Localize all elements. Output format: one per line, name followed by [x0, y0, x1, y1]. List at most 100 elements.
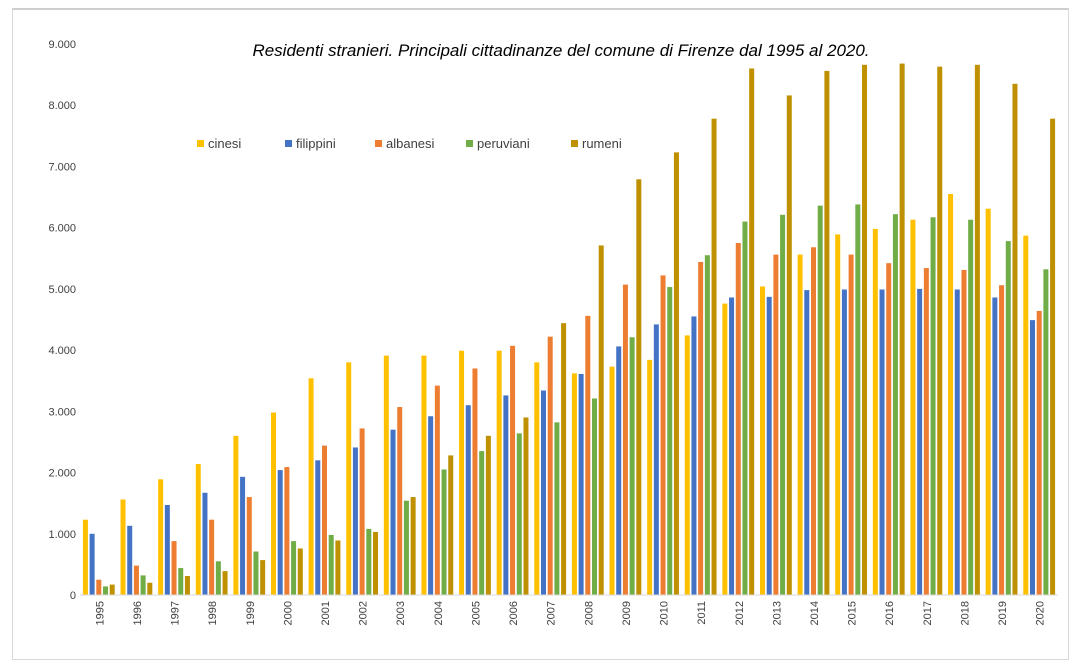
- bar-filippini-2006: [503, 395, 509, 595]
- bar-filippini-2012: [729, 297, 735, 595]
- bar-albanesi-2003: [397, 407, 403, 595]
- bar-peruviani-2013: [780, 214, 786, 595]
- bar-albanesi-2008: [585, 315, 591, 595]
- bar-albanesi-2006: [510, 345, 516, 595]
- bar-peruviani-1998: [215, 561, 221, 595]
- bar-cinesi-2003: [383, 355, 389, 595]
- bar-filippini-2015: [841, 289, 847, 595]
- bar-peruviani-2003: [403, 500, 409, 595]
- bar-chart: Residenti stranieri. Principali cittadin…: [48, 39, 1058, 625]
- bar-peruviani-2010: [667, 287, 673, 595]
- chart-frame: Residenti stranieri. Principali cittadin…: [12, 8, 1069, 660]
- bar-filippini-2014: [804, 290, 810, 595]
- bar-albanesi-2002: [359, 428, 365, 595]
- bar-cinesi-2015: [835, 234, 841, 595]
- bar-filippini-1997: [164, 505, 170, 595]
- x-tick-label: 2009: [621, 601, 633, 625]
- bar-albanesi-2009: [622, 284, 628, 595]
- y-tick-label: 1.000: [48, 529, 76, 541]
- bar-rumeni-2020: [1050, 118, 1056, 596]
- bar-peruviani-1995: [103, 586, 109, 595]
- bar-filippini-2019: [992, 297, 998, 595]
- bar-peruviani-1999: [253, 551, 259, 595]
- legend-swatch-albanesi: [375, 140, 382, 147]
- bar-cinesi-2011: [684, 335, 690, 595]
- bar-rumeni-2009: [636, 179, 642, 595]
- bar-filippini-2008: [578, 373, 584, 595]
- x-tick-label: 1995: [94, 601, 106, 625]
- legend-swatch-peruviani: [466, 140, 473, 147]
- bar-cinesi-2000: [270, 412, 276, 595]
- x-tick-label: 2004: [433, 601, 445, 625]
- bar-filippini-2003: [390, 429, 396, 595]
- bar-cinesi-1997: [158, 479, 164, 595]
- bar-rumeni-1999: [260, 560, 266, 595]
- bar-cinesi-2018: [948, 193, 954, 595]
- x-tick-label: 2002: [358, 601, 370, 625]
- bar-cinesi-2020: [1023, 235, 1029, 595]
- bar-peruviani-2001: [328, 535, 334, 595]
- x-tick-label: 2011: [696, 601, 708, 625]
- bar-albanesi-2018: [961, 269, 967, 595]
- x-tick-label: 2020: [1035, 601, 1047, 625]
- bar-albanesi-2012: [735, 242, 741, 595]
- bar-filippini-1996: [127, 525, 133, 595]
- bar-cinesi-2012: [722, 303, 728, 595]
- chart-title: Residenti stranieri. Principali cittadin…: [252, 41, 869, 60]
- bar-rumeni-1995: [109, 584, 115, 595]
- bar-peruviani-2015: [855, 204, 861, 595]
- bar-peruviani-2011: [704, 255, 710, 595]
- y-tick-label: 3.000: [48, 406, 76, 418]
- legend-label-rumeni: rumeni: [582, 136, 622, 151]
- bar-cinesi-2016: [872, 228, 878, 595]
- bar-filippini-2013: [766, 296, 772, 595]
- bar-albanesi-1995: [96, 579, 102, 595]
- bar-albanesi-2017: [923, 268, 929, 595]
- bar-albanesi-2019: [999, 285, 1005, 595]
- bar-rumeni-2019: [1012, 83, 1018, 596]
- bar-peruviani-2017: [930, 217, 936, 595]
- bar-albanesi-2001: [322, 445, 327, 595]
- bar-cinesi-2019: [985, 208, 991, 595]
- x-tick-label: 2007: [546, 601, 558, 625]
- bar-rumeni-2007: [561, 323, 567, 595]
- bar-rumeni-2006: [523, 417, 529, 595]
- bar-rumeni-2011: [711, 118, 717, 596]
- bar-cinesi-2007: [534, 362, 540, 595]
- x-tick-label: 1999: [245, 601, 257, 625]
- bar-albanesi-2016: [886, 263, 892, 595]
- bar-filippini-2017: [917, 288, 923, 595]
- bar-peruviani-2014: [817, 205, 823, 596]
- legend-swatch-rumeni: [571, 140, 578, 147]
- bar-peruviani-2008: [592, 398, 598, 595]
- bar-filippini-2005: [465, 405, 471, 595]
- x-tick-label: 2006: [508, 601, 520, 625]
- bar-cinesi-2005: [459, 350, 465, 595]
- bar-filippini-2011: [691, 316, 697, 595]
- bar-rumeni-2000: [297, 548, 303, 595]
- bar-rumeni-2005: [485, 435, 491, 595]
- bar-filippini-1995: [89, 533, 95, 595]
- bar-peruviani-2006: [516, 433, 522, 595]
- bar-albanesi-1998: [209, 519, 215, 595]
- bar-albanesi-2004: [434, 385, 440, 595]
- bar-cinesi-2004: [421, 355, 427, 595]
- bar-albanesi-1996: [133, 565, 139, 595]
- x-tick-label: 1996: [132, 601, 144, 625]
- bar-peruviani-2002: [366, 528, 372, 595]
- bar-peruviani-2020: [1043, 269, 1049, 595]
- x-tick-label: 2008: [583, 601, 595, 625]
- bar-peruviani-2000: [291, 541, 297, 595]
- bar-cinesi-2002: [346, 362, 352, 595]
- x-tick-label: 2017: [922, 601, 934, 625]
- bar-cinesi-2001: [308, 378, 314, 595]
- bar-peruviani-1996: [140, 575, 146, 595]
- y-tick-label: 4.000: [48, 345, 76, 357]
- bar-rumeni-2004: [448, 455, 454, 595]
- bar-peruviani-2016: [892, 214, 898, 595]
- x-tick-label: 2014: [809, 601, 821, 625]
- bar-albanesi-2010: [660, 275, 666, 595]
- x-tick-label: 2003: [395, 601, 407, 625]
- y-tick-label: 8.000: [48, 100, 76, 112]
- bar-rumeni-2018: [974, 64, 980, 595]
